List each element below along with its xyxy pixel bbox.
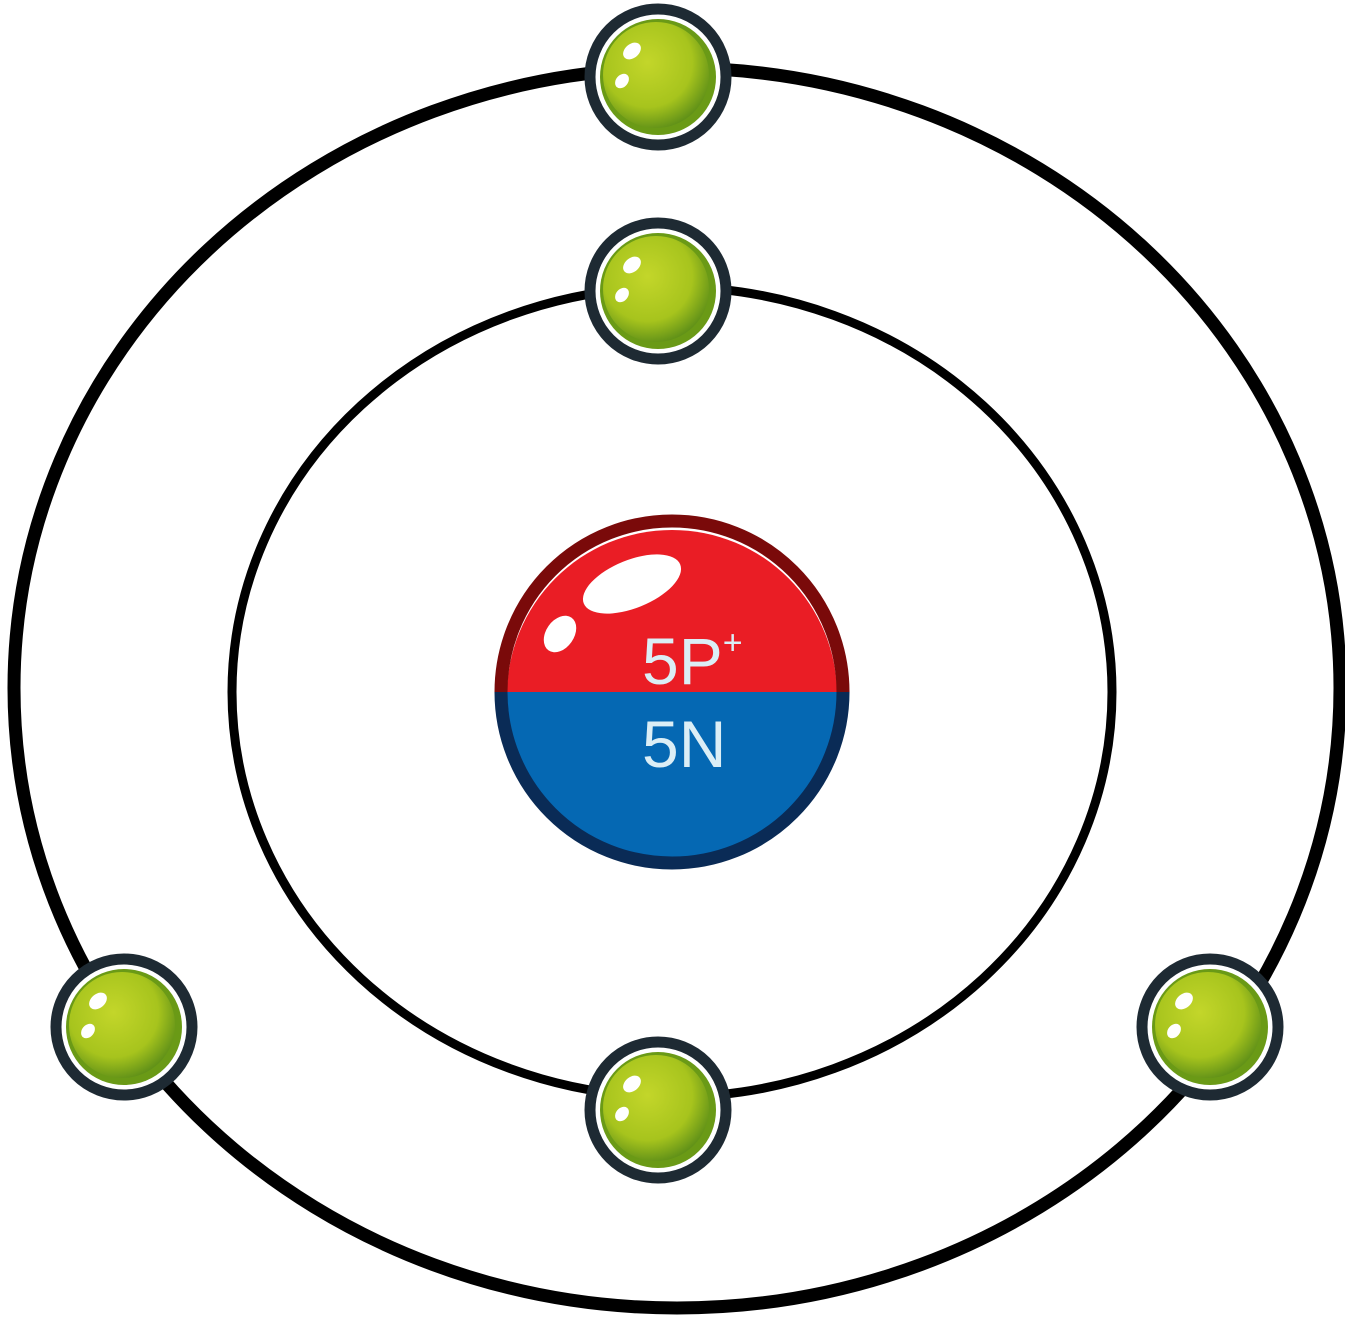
- neutron-rim: [494, 691, 850, 870]
- electrons: [50, 3, 1284, 1184]
- neutron-count-label: 5N: [642, 707, 726, 781]
- outer-shell-electron: [50, 953, 198, 1101]
- outer-shell-electron: [1136, 953, 1284, 1101]
- outer-shell-electron: [584, 3, 732, 151]
- proton-count-label: 5: [642, 624, 679, 698]
- inner-shell-electron: [584, 217, 732, 365]
- proton-symbol-label: P: [679, 624, 723, 698]
- inner-shell-electron: [584, 1036, 732, 1184]
- svg-text:5P+: 5P+: [642, 624, 743, 698]
- proton-rim: [494, 514, 850, 693]
- nucleus-highlight-small: [543, 615, 577, 653]
- proton-charge-label: +: [723, 624, 743, 662]
- nucleus-highlight: [582, 554, 682, 614]
- nucleus: 5P+ 5N: [494, 514, 850, 870]
